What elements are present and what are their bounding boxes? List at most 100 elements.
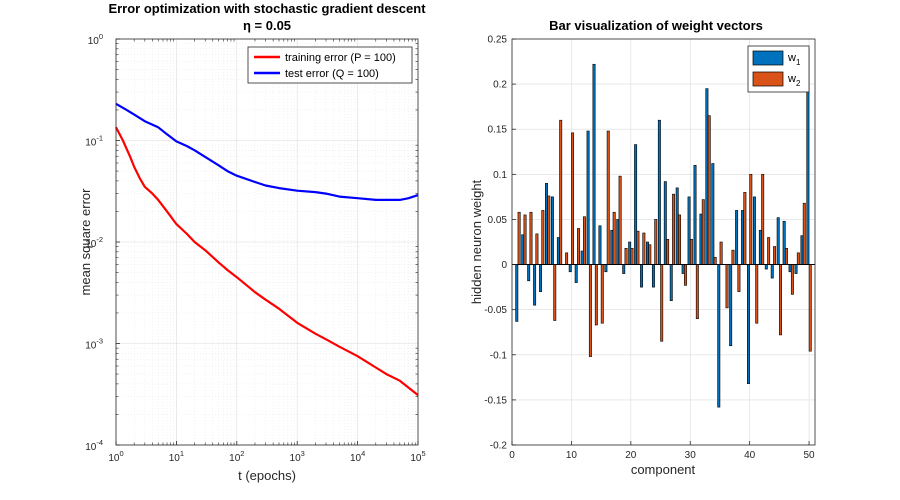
bar-w2 xyxy=(565,252,569,265)
bar-w2 xyxy=(695,264,699,319)
y-tick-label: 0.2 xyxy=(493,80,507,91)
bar-w1 xyxy=(705,88,709,265)
x-tick-label: 102 xyxy=(229,449,244,464)
bar-w1 xyxy=(794,264,798,274)
x-tick-label: 100 xyxy=(108,449,123,464)
bar-w2 xyxy=(612,211,616,265)
y-axis-label: hidden neuron weight xyxy=(469,179,484,304)
bar-w1 xyxy=(533,264,537,306)
bar-w1 xyxy=(622,264,626,274)
legend-label-training: training error (P = 100) xyxy=(285,52,396,64)
bar-w1 xyxy=(556,237,560,265)
bar-w1 xyxy=(729,264,733,347)
x-axis-label: component xyxy=(631,462,696,477)
bar-w1 xyxy=(741,210,745,265)
y-tick-label: 0.25 xyxy=(488,35,508,46)
bar-w2 xyxy=(767,237,771,265)
bar-w1 xyxy=(687,196,691,265)
y-tick-label: 0.15 xyxy=(488,125,508,136)
x-tick-label: 10 xyxy=(566,450,578,461)
bar-w2 xyxy=(642,232,646,265)
x-tick-label: 20 xyxy=(625,450,637,461)
error-chart: Error optimization with stochastic gradi… xyxy=(78,1,426,483)
bar-w2 xyxy=(743,192,747,265)
bar-w2 xyxy=(790,264,794,295)
bar-w1 xyxy=(764,264,768,270)
bar-w2 xyxy=(784,248,788,265)
bar-w1 xyxy=(669,264,673,301)
tick-marks xyxy=(511,38,810,446)
bar-w2 xyxy=(737,264,741,292)
bar-w2 xyxy=(719,241,723,265)
weights-chart: Bar visualization of weight vectors 0 10 2… xyxy=(469,18,816,477)
bar-w2 xyxy=(779,264,782,336)
bar-w1 xyxy=(521,234,525,265)
bar-w1 xyxy=(675,187,679,265)
bar-w2 xyxy=(523,214,527,265)
bar-w1 xyxy=(711,163,715,265)
bar-w1 xyxy=(580,250,584,265)
bar-w2 xyxy=(678,214,681,265)
bar-w1 xyxy=(634,144,638,265)
y-tick-label: 10-2 xyxy=(85,235,103,250)
x-tick-label: 50 xyxy=(803,450,815,461)
bar-w2 xyxy=(707,115,711,265)
bar-w2 xyxy=(689,238,693,265)
bar-w1 xyxy=(610,229,614,265)
bar-w1 xyxy=(747,264,750,384)
bar-w1 xyxy=(693,165,697,265)
bar-w2 xyxy=(773,246,777,265)
bar-w2 xyxy=(600,264,604,324)
bar-w2 xyxy=(761,174,765,265)
bar-w1 xyxy=(770,264,774,279)
chart-subtitle: η = 0.05 xyxy=(243,18,291,33)
bar-w2 xyxy=(749,174,753,265)
chart-title: Error optimization with stochastic gradi… xyxy=(108,1,426,16)
bar-w2 xyxy=(553,264,557,321)
bar-w2 xyxy=(725,264,729,309)
bar-w1 xyxy=(758,229,762,265)
y-tick-label: 10-1 xyxy=(85,134,103,149)
bar-w1 xyxy=(800,235,804,265)
y-tick-label: 0 xyxy=(501,260,507,271)
y-tick-labels: -0.2 -0.15 -0.1 -0.05 0 0.05 0.1 0.15 0.2 0.25 xyxy=(484,35,507,452)
bar-w2 xyxy=(713,257,717,265)
bar-w2 xyxy=(701,199,705,265)
x-tick-labels: 0 10 20 30 40 50 xyxy=(509,450,815,461)
bar-w2 xyxy=(636,230,640,265)
x-tick-label: 105 xyxy=(410,449,425,464)
y-axis-label: mean square error xyxy=(78,188,93,296)
bar-w2 xyxy=(672,193,676,265)
legend-label-w1: w1 xyxy=(787,52,801,67)
bar-w1 xyxy=(598,225,602,265)
tick-marks xyxy=(115,38,419,446)
bar-w2 xyxy=(529,211,533,265)
bar-w2 xyxy=(648,244,652,265)
y-tick-label: -0.1 xyxy=(490,350,508,361)
bar-w1 xyxy=(657,119,661,265)
bar-w1 xyxy=(699,213,703,265)
x-axis-label: t (epochs) xyxy=(238,468,296,483)
bar-w2 xyxy=(755,264,759,324)
y-tick-label: 100 xyxy=(88,32,103,47)
bar-w2 xyxy=(582,216,586,265)
bar-w2 xyxy=(654,219,658,265)
bar-w1 xyxy=(574,264,578,283)
legend-swatch-w2 xyxy=(752,71,784,87)
x-tick-label: 101 xyxy=(169,449,184,464)
bar-w1 xyxy=(550,196,554,265)
bar-w1 xyxy=(592,63,596,265)
bar-w1 xyxy=(788,264,792,273)
bar-w1 xyxy=(604,264,608,273)
bar-w2 xyxy=(802,202,806,265)
bar-w2 xyxy=(541,210,545,265)
bar-w2 xyxy=(731,249,735,265)
bar-w1 xyxy=(539,264,543,292)
bar-w1 xyxy=(628,241,632,265)
x-tick-label: 40 xyxy=(744,450,756,461)
y-tick-label: 0.1 xyxy=(493,170,507,181)
x-tick-label: 103 xyxy=(290,449,305,464)
y-tick-label: -0.2 xyxy=(490,441,508,452)
x-tick-labels: 100 101 102 103 104 105 xyxy=(108,449,425,464)
bar-w2 xyxy=(588,264,592,357)
